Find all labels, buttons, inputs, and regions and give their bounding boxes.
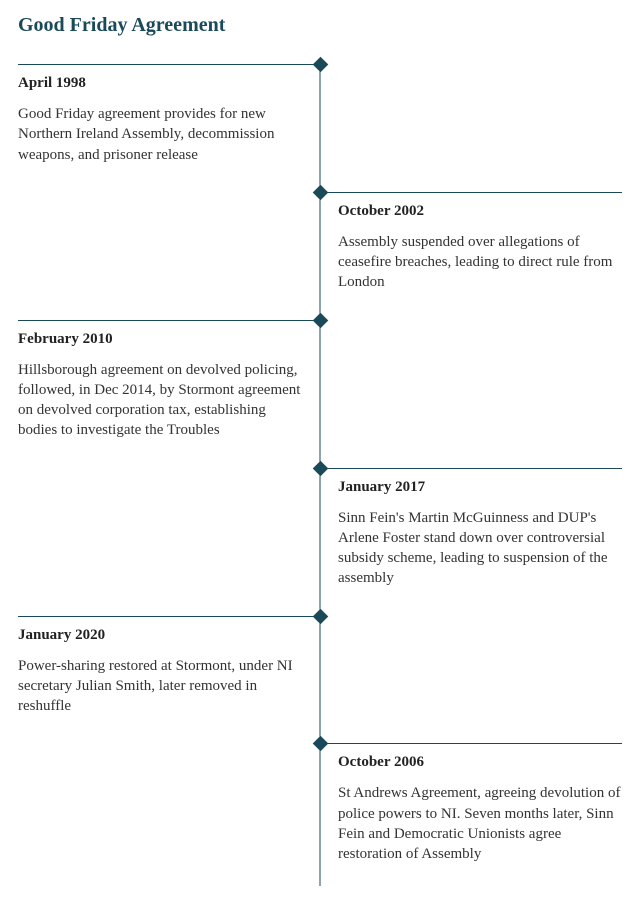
diamond-marker-icon: [313, 608, 329, 624]
page-title: Good Friday Agreement: [18, 14, 622, 37]
entry-date: February 2010: [18, 315, 302, 360]
timeline-entry: January 2017 Sinn Fein's Martin McGuinne…: [320, 463, 622, 611]
entry-text: Sinn Fein's Martin McGuinness and DUP's …: [338, 508, 622, 589]
entry-date: October 2006: [338, 738, 622, 783]
entry-text: Assembly suspended over allegations of c…: [338, 232, 622, 293]
entry-date: January 2020: [18, 611, 302, 656]
timeline-container: Good Friday Agreement April 1998 Good Fr…: [0, 0, 640, 906]
timeline-entry: October 2006 St Andrews Agreement, agree…: [320, 738, 622, 886]
entry-date: January 2017: [338, 463, 622, 508]
entry-rule: [320, 468, 622, 469]
entry-rule: [18, 320, 320, 321]
timeline-entry: February 2010 Hillsborough agreement on …: [18, 315, 320, 463]
entry-date: April 1998: [18, 59, 302, 104]
entry-text: Hillsborough agreement on devolved polic…: [18, 360, 302, 441]
entry-rule: [18, 64, 320, 65]
timeline-entry: January 2020 Power-sharing restored at S…: [18, 611, 320, 739]
diamond-marker-icon: [313, 460, 329, 476]
entry-date: October 2002: [338, 187, 622, 232]
timeline-entry: April 1998 Good Friday agreement provide…: [18, 59, 320, 187]
diamond-marker-icon: [313, 312, 329, 328]
entry-text: Power-sharing restored at Stormont, unde…: [18, 656, 302, 717]
entry-text: St Andrews Agreement, agreeing devolutio…: [338, 783, 622, 864]
diamond-marker-icon: [313, 184, 329, 200]
diamond-marker-icon: [313, 57, 329, 73]
diamond-marker-icon: [313, 736, 329, 752]
entry-text: Good Friday agreement provides for new N…: [18, 104, 302, 165]
timeline-entry: October 2002 Assembly suspended over all…: [320, 187, 622, 315]
entry-rule: [18, 616, 320, 617]
timeline: April 1998 Good Friday agreement provide…: [18, 59, 622, 886]
entry-rule: [320, 743, 622, 744]
entry-rule: [320, 192, 622, 193]
